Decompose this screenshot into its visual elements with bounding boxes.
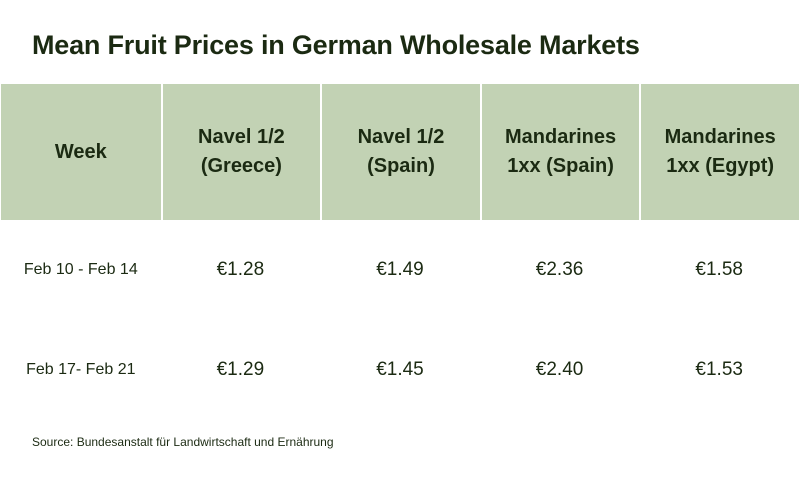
header-week: Week <box>1 82 161 220</box>
source-note: Source: Bundesanstalt für Landwirtschaft… <box>32 435 334 449</box>
week-cell: Feb 17- Feb 21 <box>26 361 136 378</box>
price-cell-mandarines-egypt: €1.58 <box>695 259 743 280</box>
table-row: Feb 17- Feb 21 €1.29 €1.45 €2.40 €1.53 <box>1 320 799 420</box>
header-row: Week Navel 1/2 (Greece) Navel 1/2 (Spain… <box>1 82 799 220</box>
price-cell-mandarines-egypt: €1.53 <box>695 359 743 380</box>
table-title: Mean Fruit Prices in German Wholesale Ma… <box>32 30 640 60</box>
price-cell-navel-spain: €1.49 <box>376 259 424 280</box>
table-row: Feb 10 - Feb 14 €1.28 €1.49 €2.36 €1.58 <box>1 220 799 320</box>
header-navel-spain: Navel 1/2 (Spain) <box>320 82 480 220</box>
price-table: Week Navel 1/2 (Greece) Navel 1/2 (Spain… <box>1 82 799 420</box>
price-cell-navel-spain: €1.45 <box>376 359 424 380</box>
price-cell-navel-greece: €1.29 <box>216 359 265 380</box>
header-mandarines-spain: Mandarines 1xx (Spain) <box>479 82 640 220</box>
week-cell: Feb 10 - Feb 14 <box>23 261 138 278</box>
price-cell-mandarines-spain: €2.40 <box>535 359 584 380</box>
price-cell-mandarines-spain: €2.36 <box>535 259 584 280</box>
header-navel-greece: Navel 1/2 (Greece) <box>160 82 321 220</box>
price-cell-navel-greece: €1.28 <box>216 259 265 280</box>
header-mandarines-egypt: Mandarines 1xx (Egypt) <box>639 82 799 220</box>
